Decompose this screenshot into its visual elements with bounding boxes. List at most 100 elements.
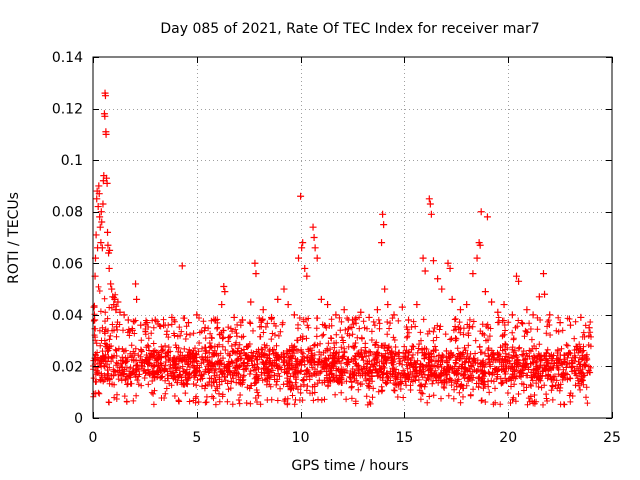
scatter-band — [90, 283, 594, 408]
data-point — [378, 239, 386, 247]
data-point — [448, 295, 456, 303]
data-point — [309, 223, 317, 231]
baseline-band-markers — [90, 283, 594, 408]
data-point — [380, 221, 388, 229]
x-tick-label: 15 — [395, 430, 413, 446]
data-point — [268, 313, 276, 321]
data-point — [463, 301, 471, 309]
data-point — [274, 295, 282, 303]
y-tick-label: 0.08 — [52, 205, 83, 221]
x-tick-label: 10 — [292, 430, 310, 446]
data-point — [332, 311, 340, 319]
data-point — [259, 306, 267, 314]
data-point — [340, 306, 348, 314]
data-point — [220, 282, 228, 290]
data-point — [116, 308, 124, 316]
data-point — [311, 244, 319, 252]
data-point — [481, 288, 489, 296]
data-point — [184, 319, 192, 327]
data-point — [105, 264, 113, 272]
data-point — [349, 316, 356, 324]
data-point — [379, 210, 387, 218]
data-point — [168, 313, 176, 321]
data-point — [92, 231, 100, 239]
data-point — [405, 316, 413, 324]
data-point — [201, 324, 209, 332]
data-point — [483, 213, 491, 221]
y-tick-label: 0 — [74, 411, 83, 427]
data-point — [508, 311, 516, 319]
data-point — [566, 321, 574, 329]
data-point — [500, 301, 508, 309]
data-point — [137, 321, 145, 329]
chart-title: Day 085 of 2021, Rate Of TEC Index for r… — [160, 21, 539, 37]
data-point — [488, 298, 496, 306]
x-axis-title: GPS time / hours — [291, 458, 408, 474]
x-axis-ticks: 0 5 10 15 20 25 — [89, 57, 621, 446]
data-point — [523, 306, 531, 314]
data-point — [546, 311, 554, 319]
data-point — [110, 301, 118, 309]
data-point — [251, 259, 259, 267]
data-point — [494, 308, 502, 316]
data-point — [357, 308, 365, 316]
data-point — [456, 306, 464, 314]
data-point — [128, 326, 136, 334]
data-point — [97, 239, 105, 247]
y-tick-label: 0.02 — [52, 359, 83, 375]
x-tick-label: 0 — [89, 430, 98, 446]
data-point — [365, 313, 373, 321]
data-point — [429, 257, 437, 265]
data-point — [446, 264, 454, 272]
data-point — [427, 210, 435, 218]
data-point — [585, 324, 593, 332]
data-point — [535, 293, 543, 301]
data-point — [419, 254, 427, 262]
data-point — [290, 311, 298, 319]
data-point — [515, 277, 523, 285]
y-axis-ticks: 0 0.02 0.04 0.06 0.08 0.1 0.12 0.14 — [52, 50, 612, 427]
data-point — [247, 298, 255, 306]
data-point — [297, 192, 305, 200]
data-point — [577, 313, 585, 321]
data-point — [541, 290, 549, 298]
data-point — [469, 270, 477, 278]
data-point — [93, 195, 101, 203]
data-point — [151, 316, 159, 324]
scatter-points — [90, 89, 593, 334]
data-point — [295, 254, 303, 262]
x-tick-label: 20 — [499, 430, 517, 446]
data-point — [230, 313, 238, 321]
data-point — [310, 234, 318, 241]
data-point — [94, 203, 102, 211]
data-point — [317, 295, 325, 303]
data-point — [101, 92, 109, 100]
y-tick-label: 0.1 — [61, 153, 83, 169]
data-point — [124, 316, 132, 324]
data-point — [99, 200, 107, 208]
data-point — [425, 195, 433, 203]
data-point — [324, 301, 332, 309]
data-point — [95, 190, 103, 198]
data-point — [91, 316, 99, 324]
data-point — [133, 295, 141, 303]
data-point — [539, 270, 547, 278]
data-point — [413, 301, 421, 309]
data-point — [98, 244, 106, 252]
data-point — [107, 280, 115, 288]
data-point — [438, 285, 446, 293]
data-point — [101, 112, 109, 120]
data-point — [299, 239, 307, 247]
data-point — [476, 241, 484, 249]
data-point — [390, 311, 398, 319]
data-point — [303, 272, 311, 280]
data-point — [238, 316, 246, 324]
data-point — [313, 254, 321, 262]
data-point — [96, 223, 104, 231]
x-tick-label: 5 — [192, 430, 201, 446]
y-tick-label: 0.12 — [52, 102, 83, 118]
data-point — [398, 303, 406, 311]
data-point — [513, 272, 521, 280]
data-point — [444, 259, 452, 267]
